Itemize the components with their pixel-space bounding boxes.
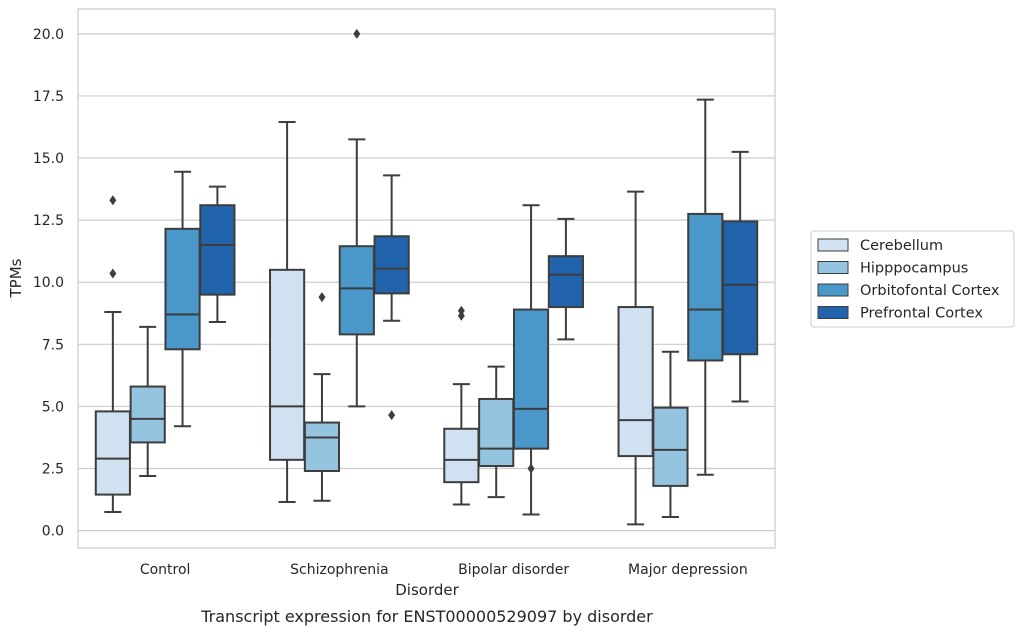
box-control-cerebellum: [94, 195, 131, 513]
iqr-box: [722, 220, 759, 356]
box-major-depression-hipppocampus: [652, 350, 689, 518]
box-schizophrenia-hipppocampus: [303, 292, 341, 502]
box-control-orbitofontal-cortex: [164, 170, 201, 428]
x-tick-labels: Control Schizophrenia Bipolar disorder Majo…: [140, 562, 748, 578]
y-tick-label: 15.0: [33, 151, 64, 167]
x-tick-label: Schizophrenia: [290, 562, 388, 578]
box-schizophrenia-orbitofontal-cortex: [338, 28, 375, 408]
y-tick-label: 0.0: [42, 524, 64, 540]
box-bipolar-disorder-cerebellum: [443, 305, 480, 506]
y-tick-label: 17.5: [33, 89, 64, 105]
legend: Cerebellum Hipppocampus Orbitofontal Corte…: [810, 230, 1015, 328]
legend-label-cerebellum: Cerebellum: [860, 238, 943, 254]
y-tick-label: 12.5: [33, 213, 64, 229]
plot-frame: [77, 8, 776, 549]
outlier-point: [109, 195, 117, 206]
y-tick-labels: 0.0 2.5 5.0 7.5 10.0 12.5 15.0 17.5 20.0: [33, 27, 64, 540]
iqr-box: [338, 245, 375, 336]
box-major-depression-cerebellum: [617, 190, 654, 526]
outlier-point: [353, 28, 361, 39]
y-tick-label: 7.5: [42, 337, 64, 353]
x-axis-label: Disorder: [395, 581, 459, 599]
legend-label-hipppocampus: Hipppocampus: [860, 261, 968, 277]
outlier-point: [457, 305, 465, 316]
iqr-box: [269, 268, 306, 461]
iqr-box: [617, 306, 654, 458]
outlier-point: [109, 268, 117, 279]
outlier-point: [318, 292, 326, 303]
box-series: [94, 28, 759, 526]
box-bipolar-disorder-orbitofontal-cortex: [512, 204, 550, 516]
x-tick-label: Bipolar disorder: [458, 562, 569, 578]
x-tick-label: Major depression: [628, 562, 748, 578]
iqr-box: [478, 397, 515, 468]
y-tick-label: 10.0: [33, 275, 64, 291]
outlier-point: [527, 463, 535, 474]
box-schizophrenia-cerebellum: [269, 121, 306, 504]
iqr-box: [373, 235, 410, 295]
iqr-box: [164, 227, 201, 351]
iqr-box: [303, 421, 341, 472]
iqr-box: [129, 385, 166, 444]
legend-label-prefrontal-cortex: Prefrontal Cortex: [860, 306, 983, 322]
box-major-depression-orbitofontal-cortex: [687, 98, 724, 476]
y-axis-label: TPMs: [7, 258, 25, 298]
legend-swatch-cerebellum: [817, 238, 849, 252]
iqr-box: [652, 406, 689, 487]
box-control-hipppocampus: [129, 325, 166, 477]
legend-frame: [810, 230, 1015, 328]
y-tick-label: 20.0: [33, 27, 64, 43]
iqr-box: [443, 427, 480, 484]
y-tick-label: 5.0: [42, 399, 64, 415]
chart-caption: Transcript expression for ENST0000052909…: [200, 607, 653, 626]
box-major-depression-prefrontal-cortex: [722, 150, 759, 403]
iqr-box: [512, 308, 550, 450]
legend-swatch-prefrontal-cortex: [817, 306, 849, 319]
outlier-point: [388, 410, 396, 421]
iqr-box: [94, 410, 131, 496]
iqr-box: [547, 255, 584, 309]
legend-swatch-hipppocampus: [817, 261, 849, 274]
legend-label-orbitofontal-cortex: Orbitofontal Cortex: [860, 283, 1000, 299]
x-tick-label: Control: [140, 562, 191, 578]
box-control-prefrontal-cortex: [199, 185, 236, 323]
y-tick-label: 2.5: [42, 462, 64, 478]
box-bipolar-disorder-hipppocampus: [478, 365, 515, 499]
box-bipolar-disorder-prefrontal-cortex: [547, 217, 584, 341]
iqr-box: [687, 212, 724, 362]
iqr-box: [199, 204, 236, 296]
legend-swatch-orbitofontal-cortex: [817, 283, 849, 297]
box-schizophrenia-prefrontal-cortex: [373, 174, 410, 421]
